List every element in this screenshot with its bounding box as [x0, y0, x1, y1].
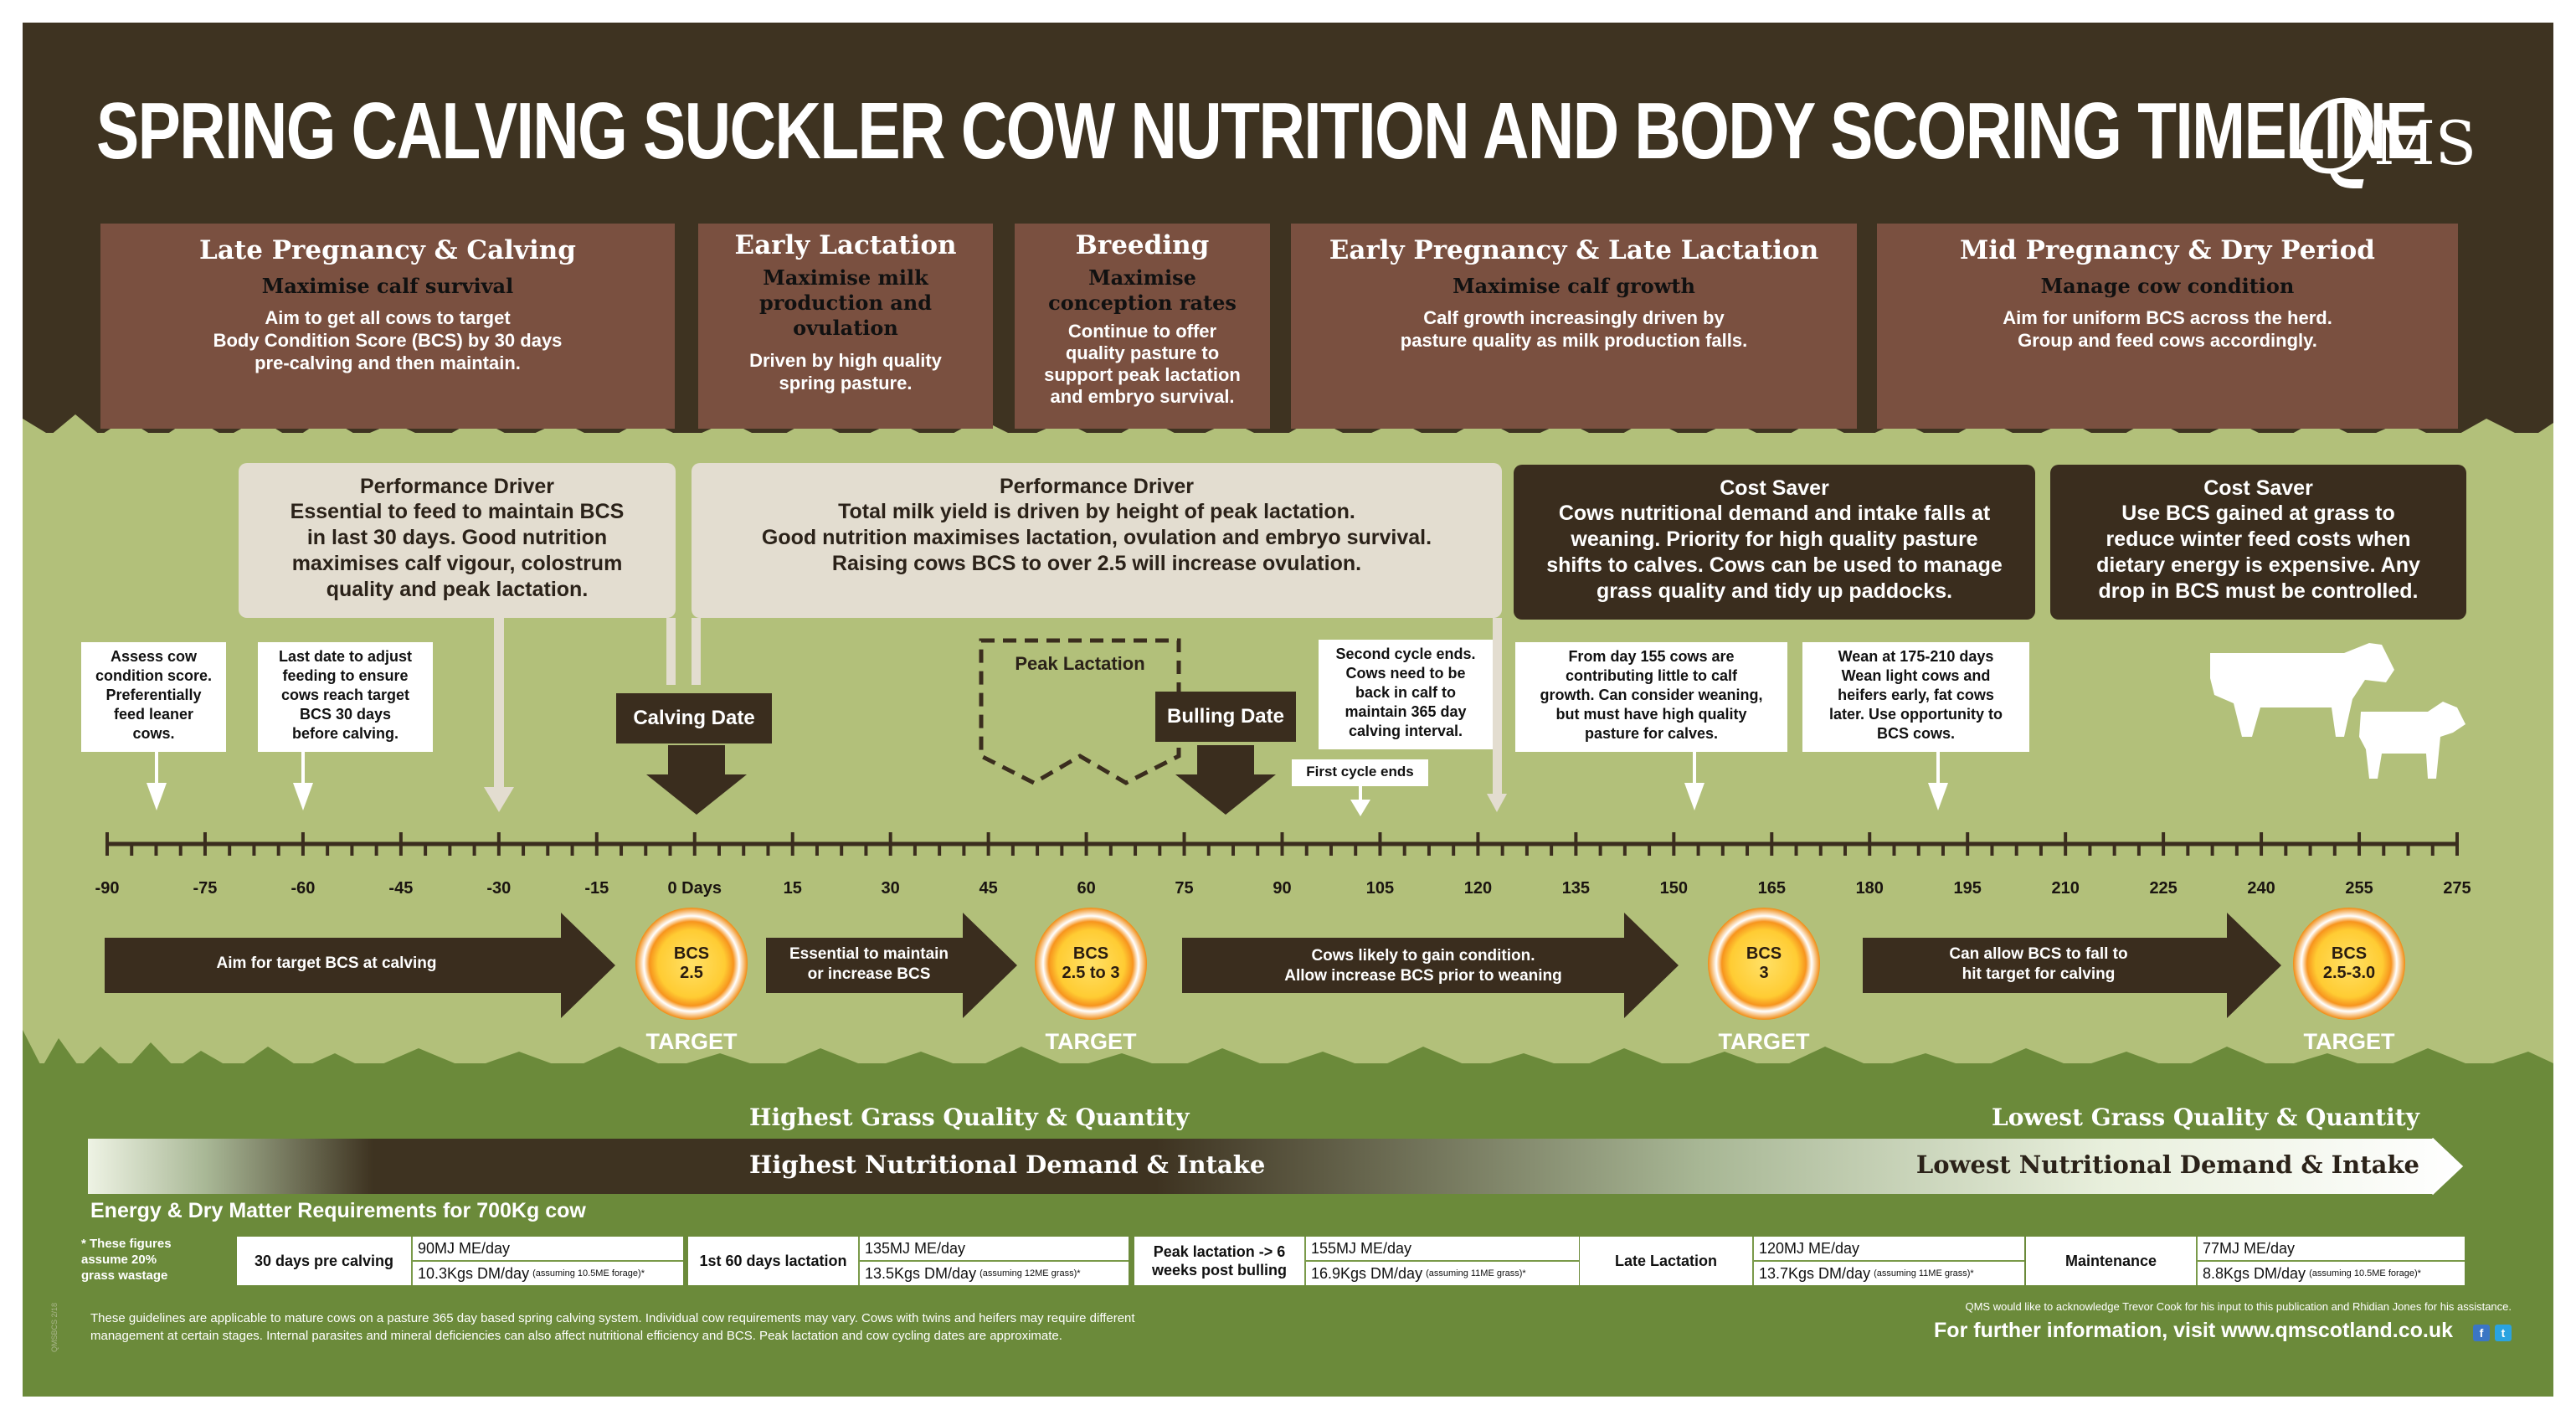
axis-tick-label: 225 [2149, 879, 2178, 898]
axis-tick-label: 210 [2051, 879, 2080, 898]
axis-tick-label: 240 [2247, 879, 2275, 898]
axis-tick-label: -30 [486, 879, 512, 898]
driver-arrowhead [484, 787, 514, 812]
performance-driver-calving: Performance Driver Essential to feed to … [239, 463, 676, 618]
phase-breeding: Breeding Maximise conception rates Conti… [1015, 224, 1270, 429]
axis-tick-label: 105 [1365, 879, 1395, 898]
svg-text:MS: MS [2373, 108, 2476, 178]
demand-gradient-band [88, 1139, 2461, 1194]
axis-tick-label: -60 [291, 879, 316, 898]
performance-driver-lactation: Performance Driver Total milk yield is d… [692, 463, 1502, 618]
requirement-early-lactation: 1st 60 days lactation 135MJ ME/day 13.5K… [688, 1237, 1129, 1285]
wastage-footnote: * These figures assume 20% grass wastage [81, 1237, 172, 1283]
qms-logo: Q MS [2294, 80, 2476, 197]
target-label-1: TARGET [645, 1029, 738, 1054]
peak-lactation-label: Peak Lactation [1015, 653, 1145, 674]
lowest-demand-label: Lowest Nutritional Demand & Intake [1915, 1150, 2419, 1179]
bcs-target-circle-1 [635, 908, 748, 1020]
axis-tick-label: 150 [1659, 879, 1689, 898]
calving-date-arrow [646, 774, 747, 815]
highest-demand-label: Highest Nutritional Demand & Intake [749, 1150, 1266, 1179]
arrow-text-3: Cows likely to gain condition. Allow inc… [1284, 947, 1562, 985]
bulling-date-arrow [1175, 774, 1276, 815]
page-title: SPRING CALVING SUCKLER COW NUTRITION AND… [96, 86, 2428, 176]
target-label-3: TARGET [1718, 1029, 1810, 1054]
note-second-cycle: Second cycle ends. Cows need to be back … [1319, 640, 1493, 749]
bcs-target-3: BCS 3 [1746, 944, 1782, 982]
arrow-text-4: Can allow BCS to fall to hit target for … [1949, 945, 2128, 983]
lowest-grass-label: Lowest Grass Quality & Quantity [1992, 1104, 2419, 1131]
further-info-link[interactable]: For further information, visit www.qmsco… [1934, 1319, 2453, 1342]
bcs-target-circle-3 [1708, 908, 1820, 1020]
axis-tick-label: 255 [2345, 879, 2373, 898]
axis-tick-label: 120 [1463, 879, 1493, 898]
axis-tick-label: 45 [979, 879, 998, 898]
requirement-late-lactation: Late Lactation 120MJ ME/day 13.7Kgs DM/d… [1580, 1237, 2024, 1285]
note-arrowhead [147, 783, 167, 810]
axis-tick-label: 165 [1757, 879, 1786, 898]
bcs-target-4: BCS 2.5-3.0 [2322, 944, 2376, 982]
requirement-maintenance: Maintenance 77MJ ME/day 8.8Kgs DM/day (as… [2026, 1237, 2465, 1285]
arrow-text-1: Aim for target BCS at calving [216, 954, 437, 972]
bcs-target-circle-4 [2293, 908, 2405, 1020]
side-code: QMSBCS 2/18 [50, 1302, 59, 1352]
note-last-date: Last date to adjust feeding to ensure co… [258, 642, 433, 752]
requirement-pre-calving: 30 days pre calving 90MJ ME/day 10.3Kgs … [237, 1237, 683, 1285]
axis-tick-label: 15 [783, 879, 802, 898]
axis-tick-label: 75 [1175, 879, 1194, 898]
bcs-arrow-3 [1182, 913, 1679, 1018]
axis-tick-label: 90 [1273, 879, 1292, 898]
target-label-2: TARGET [1045, 1029, 1137, 1054]
arrow-text-2: Essential to maintain or increase BCS [789, 945, 949, 983]
bcs-target-2: BCS 2.5 to 3 [1062, 944, 1120, 982]
bcs-arrow-1 [105, 913, 615, 1018]
requirement-peak-lactation: Peak lactation -> 6 weeks post bulling 1… [1134, 1237, 1579, 1285]
axis-tick-label: 0 Days [667, 879, 722, 898]
disclaimer: These guidelines are applicable to matur… [90, 1311, 1135, 1343]
cow-and-calf-silhouette [2210, 643, 2465, 779]
phase-mid-pregnancy: Mid Pregnancy & Dry Period Manage cow co… [1877, 224, 2458, 429]
note-weaning: Wean at 175-210 days Wean light cows and… [1802, 642, 2029, 752]
axis-tick-label: -90 [95, 879, 120, 898]
note-day-155: From day 155 cows are contributing littl… [1515, 642, 1787, 752]
bcs-target-circle-2 [1035, 908, 1147, 1020]
facebook-icon[interactable]: f [2473, 1325, 2490, 1341]
peak-lactation-box [979, 638, 1181, 785]
phase-early-pregnancy: Early Pregnancy & Late Lactation Maximis… [1291, 224, 1857, 429]
bulling-date-label: Bulling Date [1155, 692, 1296, 742]
axis-tick-label: 180 [1855, 879, 1884, 898]
calving-date-label: Calving Date [616, 693, 772, 743]
driver-connector [494, 618, 504, 794]
highest-grass-label: Highest Grass Quality & Quantity [749, 1104, 1190, 1131]
phase-early-lactation: Early Lactation Maximise milk production… [698, 224, 993, 429]
twitter-icon[interactable]: t [2495, 1325, 2512, 1341]
bcs-target-1: BCS 2.5 [673, 944, 710, 982]
bcs-arrow-2 [766, 913, 1017, 1018]
axis-tick-label: 60 [1077, 879, 1096, 898]
axis-tick-label: 275 [2443, 879, 2471, 898]
axis-tick-label: -45 [388, 879, 414, 898]
target-label-4: TARGET [2303, 1029, 2395, 1054]
axis-tick-label: 135 [1561, 879, 1591, 898]
axis-tick-label: -15 [584, 879, 609, 898]
axis-tick-label: 195 [1953, 879, 1982, 898]
energy-title: Energy & Dry Matter Requirements for 700… [90, 1199, 586, 1222]
cost-saver-weaning: Cost Saver Cows nutritional demand and i… [1514, 465, 2035, 620]
phase-late-pregnancy: Late Pregnancy & Calving Maximise calf s… [100, 224, 675, 429]
cost-saver-winter: Cost Saver Use BCS gained at grass to re… [2050, 465, 2466, 620]
axis-tick-label: -75 [193, 879, 218, 898]
note-assess-cow: Assess cow condition score. Preferential… [81, 642, 226, 752]
acknowledgement: QMS would like to acknowledge Trevor Coo… [1965, 1300, 2512, 1313]
svg-text:Q: Q [2294, 80, 2376, 197]
bcs-arrow-4 [1863, 913, 2281, 1018]
axis-tick-label: 30 [881, 879, 900, 898]
note-first-cycle: First cycle ends [1292, 759, 1428, 786]
